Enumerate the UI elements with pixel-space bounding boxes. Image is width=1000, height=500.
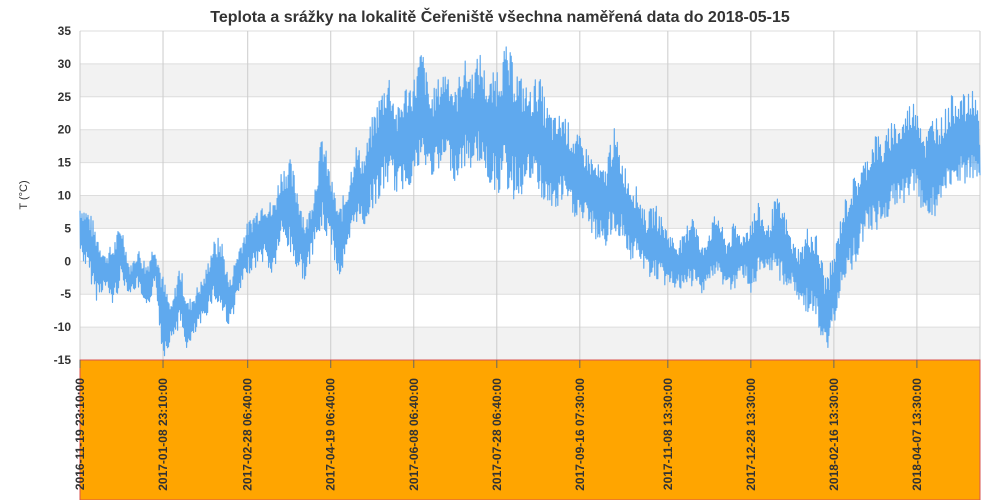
y-tick-label: -5 bbox=[60, 287, 71, 301]
x-axis-ticks: 2016-11-19 23:10:00 2017-01-08 23:10:00 20… bbox=[73, 360, 924, 491]
x-tick-label: 2017-01-08 23:10:00 bbox=[156, 378, 170, 491]
y-tick-label: -10 bbox=[54, 320, 72, 334]
plot-band bbox=[80, 195, 980, 229]
plot-band bbox=[80, 294, 980, 328]
x-tick-label: 2018-04-07 13:30:00 bbox=[910, 378, 924, 491]
x-tick-label: 2017-06-08 06:40:00 bbox=[407, 378, 421, 491]
x-axis-band bbox=[79, 359, 981, 500]
x-tick-label: 2017-12-28 13:30:00 bbox=[744, 378, 758, 491]
y-tick-label: 25 bbox=[58, 90, 72, 104]
y-tick-label: 0 bbox=[64, 254, 71, 268]
plot-band bbox=[80, 228, 980, 262]
y-tick-label: -15 bbox=[54, 353, 72, 367]
y-tick-label: 35 bbox=[58, 24, 72, 38]
y-axis-ticks: 35 30 25 20 15 10 5 0 -5 -10 -15 bbox=[54, 24, 72, 367]
temperature-line bbox=[79, 46, 981, 357]
chart-title: Teplota a srážky na lokalitě Čeřeniště v… bbox=[210, 7, 790, 26]
y-tick-label: 20 bbox=[58, 123, 72, 137]
y-tick-label: 10 bbox=[58, 189, 72, 203]
plot-band bbox=[80, 327, 980, 360]
y-axis-label: T (°C) bbox=[18, 180, 30, 209]
x-tick-label: 2018-02-16 13:30:00 bbox=[827, 378, 841, 491]
x-tick-label: 2017-07-28 06:40:00 bbox=[490, 378, 504, 491]
x-tick-label: 2016-11-19 23:10:00 bbox=[73, 378, 87, 490]
x-tick-label: 2017-04-19 06:40:00 bbox=[324, 378, 338, 491]
temperature-series bbox=[79, 46, 981, 357]
y-tick-label: 15 bbox=[58, 156, 72, 170]
plot-band bbox=[80, 63, 980, 97]
plot-band bbox=[80, 31, 980, 64]
y-tick-label: 5 bbox=[64, 221, 71, 235]
x-tick-label: 2017-02-28 06:40:00 bbox=[241, 378, 255, 491]
y-tick-label: 30 bbox=[58, 57, 72, 71]
x-tick-label: 2017-11-08 13:30:00 bbox=[661, 378, 675, 490]
x-tick-label: 2017-09-16 07:30:00 bbox=[573, 378, 587, 491]
